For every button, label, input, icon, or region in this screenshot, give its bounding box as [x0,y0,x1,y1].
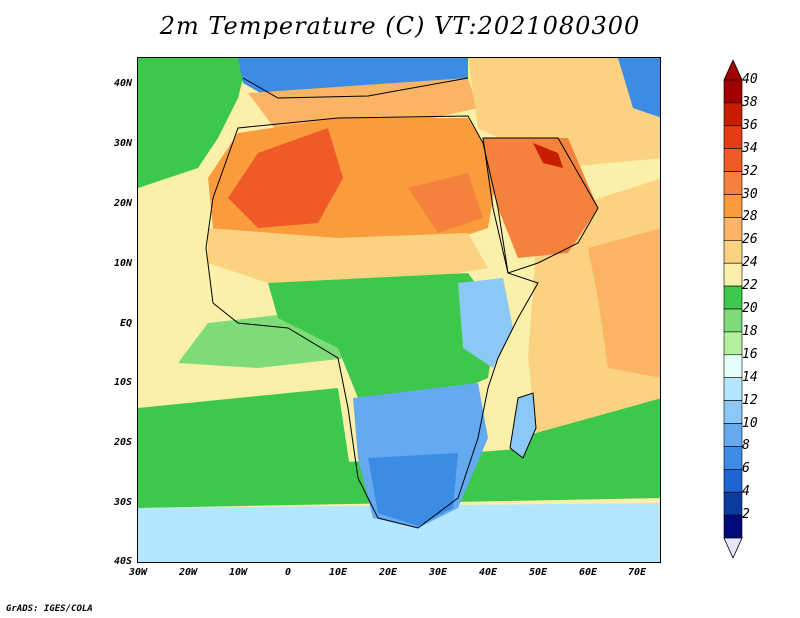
sahel [208,228,488,283]
ocean-arabian-sea [588,228,660,378]
lon-label-30e: 30E [428,567,448,578]
colorbar-swatch [723,285,743,310]
central-africa [268,273,498,403]
caucasus-cold [618,58,660,118]
colorbar-swatch [723,79,743,104]
lon-label-40e: 40E [478,567,498,578]
colorbar-label: 38 [742,94,758,110]
colorbar-label: 34 [742,140,758,156]
map-panel [137,57,661,563]
colorbar-label: 2 [742,507,750,523]
arabia [483,138,598,258]
colorbar-swatch [723,240,743,264]
colorbar-label: 12 [742,392,758,408]
credit-text: GrADS: IGES/COLA [6,604,93,614]
colorbar-under-triangle [723,537,743,558]
east-africa-highlands [458,278,513,368]
lat-label-eq: EQ [119,318,132,329]
colorbar-label: 28 [742,209,758,225]
sahara-hot-west [228,128,343,228]
colorbar-label: 30 [742,186,758,202]
africa-coastline [205,115,539,529]
persian-gulf [533,143,563,168]
lon-label-30w: 30W [128,567,148,578]
colorbar-swatch [723,514,743,539]
coastlines [205,77,599,529]
colorbar-swatch [723,125,743,150]
sahara-hot-east [408,173,483,233]
ocean-north-atlantic-band [138,58,198,148]
colorbar-label: 26 [742,232,758,248]
colorbar-swatch [723,194,743,218]
madagascar-coastline [509,392,537,459]
lat-label-40n: 40N [113,78,132,89]
colorbar-swatch [723,308,743,333]
lon-label-0: 0 [284,567,292,578]
europe-coastline [242,77,469,99]
colorbar-swatch [723,354,743,378]
lon-label-50e: 50E [528,567,548,578]
lat-label-20s: 20S [113,437,132,448]
colorbar-label: 32 [742,163,758,179]
lon-label-60e: 60E [578,567,598,578]
lon-label-10w: 10W [228,567,248,578]
colorbar-swatch [723,331,743,356]
temperature-map [138,58,660,562]
colorbar-label: 4 [742,484,750,500]
colorbar-swatch [723,468,743,493]
colorbar-label: 40 [742,72,758,87]
lat-label-40s: 40S [113,556,132,567]
colorbar-over-triangle [723,60,743,81]
lat-label-30n: 30N [113,138,132,149]
colorbar-swatch [723,217,743,241]
colorbar-label: 16 [742,346,758,362]
colorbar-swatch [723,423,743,447]
south-africa-cold [368,453,458,526]
lat-label-10n: 10N [113,258,132,269]
lon-label-70e: 70E [627,567,647,578]
colorbar-label: 10 [742,415,758,431]
colorbar-swatch [723,102,743,127]
colorbar-swatch [723,171,743,195]
colorbar-swatch [723,262,743,287]
colorbar-label: 36 [742,117,758,133]
colorbar-swatch [723,148,743,172]
colorbar-label: 8 [742,438,750,454]
lat-label-10s: 10S [113,377,132,388]
lon-label-10e: 10E [328,567,348,578]
colorbar-label: 24 [742,255,758,271]
map-title: 2m Temperature (C) VT:2021080300 [159,12,641,40]
arabia-coastline [482,137,599,274]
lon-label-20e: 20E [378,567,398,578]
colorbar-swatch [723,491,743,516]
colorbar-label: 6 [742,461,750,477]
ocean-indian-south [518,398,660,488]
lat-label-20n: 20N [113,198,132,209]
ocean-southern-deep [138,523,660,562]
colorbar-swatch [723,377,743,401]
colorbar-label: 18 [742,323,758,339]
colorbar-swatch [723,446,743,470]
lat-label-30s: 30S [113,497,132,508]
colorbar-label: 14 [742,369,758,385]
colorbar-label: 20 [742,301,758,316]
colorbar-swatch [723,400,743,424]
colorbar [723,60,743,558]
colorbar-label: 22 [742,278,758,294]
lon-label-20w: 20W [178,567,198,578]
